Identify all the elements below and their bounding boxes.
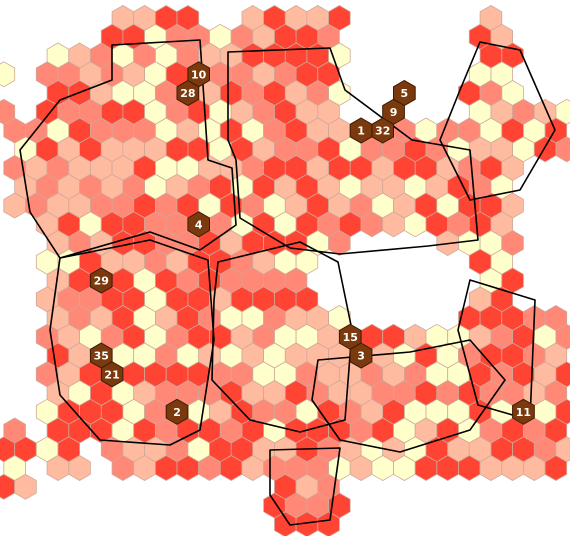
region-border (439, 41, 556, 201)
marker-label: 1 (357, 125, 365, 138)
hex-cell[interactable] (544, 455, 568, 481)
region-border (311, 339, 506, 453)
region-outlines (19, 39, 556, 526)
marker-hex[interactable] (176, 79, 200, 107)
marker-label: 28 (180, 87, 195, 100)
marker-hex[interactable] (165, 398, 189, 425)
hex-cell[interactable] (328, 230, 351, 256)
marker-hex[interactable] (89, 267, 113, 294)
marker-28[interactable]: 28 (176, 79, 200, 107)
marker-3[interactable]: 3 (349, 342, 373, 369)
marker-label: 9 (390, 106, 398, 119)
marker-21[interactable]: 21 (100, 361, 124, 388)
marker-label: 32 (375, 125, 390, 138)
marker-hex[interactable] (187, 211, 210, 238)
hex-cell[interactable] (0, 61, 16, 88)
marker-32[interactable]: 32 (371, 117, 394, 144)
hex-cell[interactable] (555, 136, 570, 163)
hex-cell[interactable] (14, 473, 37, 500)
region-border (211, 241, 353, 433)
marker-4[interactable]: 4 (187, 211, 210, 238)
marker-15[interactable]: 15 (338, 323, 362, 350)
marker-label: 5 (401, 87, 409, 100)
marker-hex[interactable] (371, 117, 394, 144)
marker-2[interactable]: 2 (165, 398, 189, 425)
region-border (227, 47, 479, 255)
map-markers: 1028591326429153533021112 (89, 61, 535, 425)
marker-10[interactable]: 10 (187, 61, 210, 88)
hex-cell[interactable] (317, 511, 340, 536)
region-border (457, 279, 536, 421)
marker-label: 29 (94, 275, 109, 288)
hex-cells (0, 5, 570, 536)
hex-cell[interactable] (68, 455, 91, 481)
marker-label: 4 (195, 218, 203, 231)
region-border (49, 239, 215, 446)
marker-35[interactable]: 35 (89, 342, 113, 369)
marker-hex[interactable] (512, 398, 535, 425)
region-border (269, 447, 341, 526)
marker-11[interactable]: 11 (512, 398, 535, 425)
marker-label: 3 (357, 350, 365, 363)
marker-label: 15 (343, 331, 358, 344)
marker-label: 35 (94, 350, 109, 363)
region-border (19, 39, 237, 259)
marker-hex[interactable] (100, 361, 124, 388)
marker-label: 2 (173, 406, 181, 419)
marker-29[interactable]: 29 (89, 267, 113, 294)
marker-hex[interactable] (349, 342, 373, 369)
marker-label: 11 (516, 406, 531, 419)
marker-label: 21 (104, 368, 119, 381)
marker-label: 10 (191, 68, 207, 81)
